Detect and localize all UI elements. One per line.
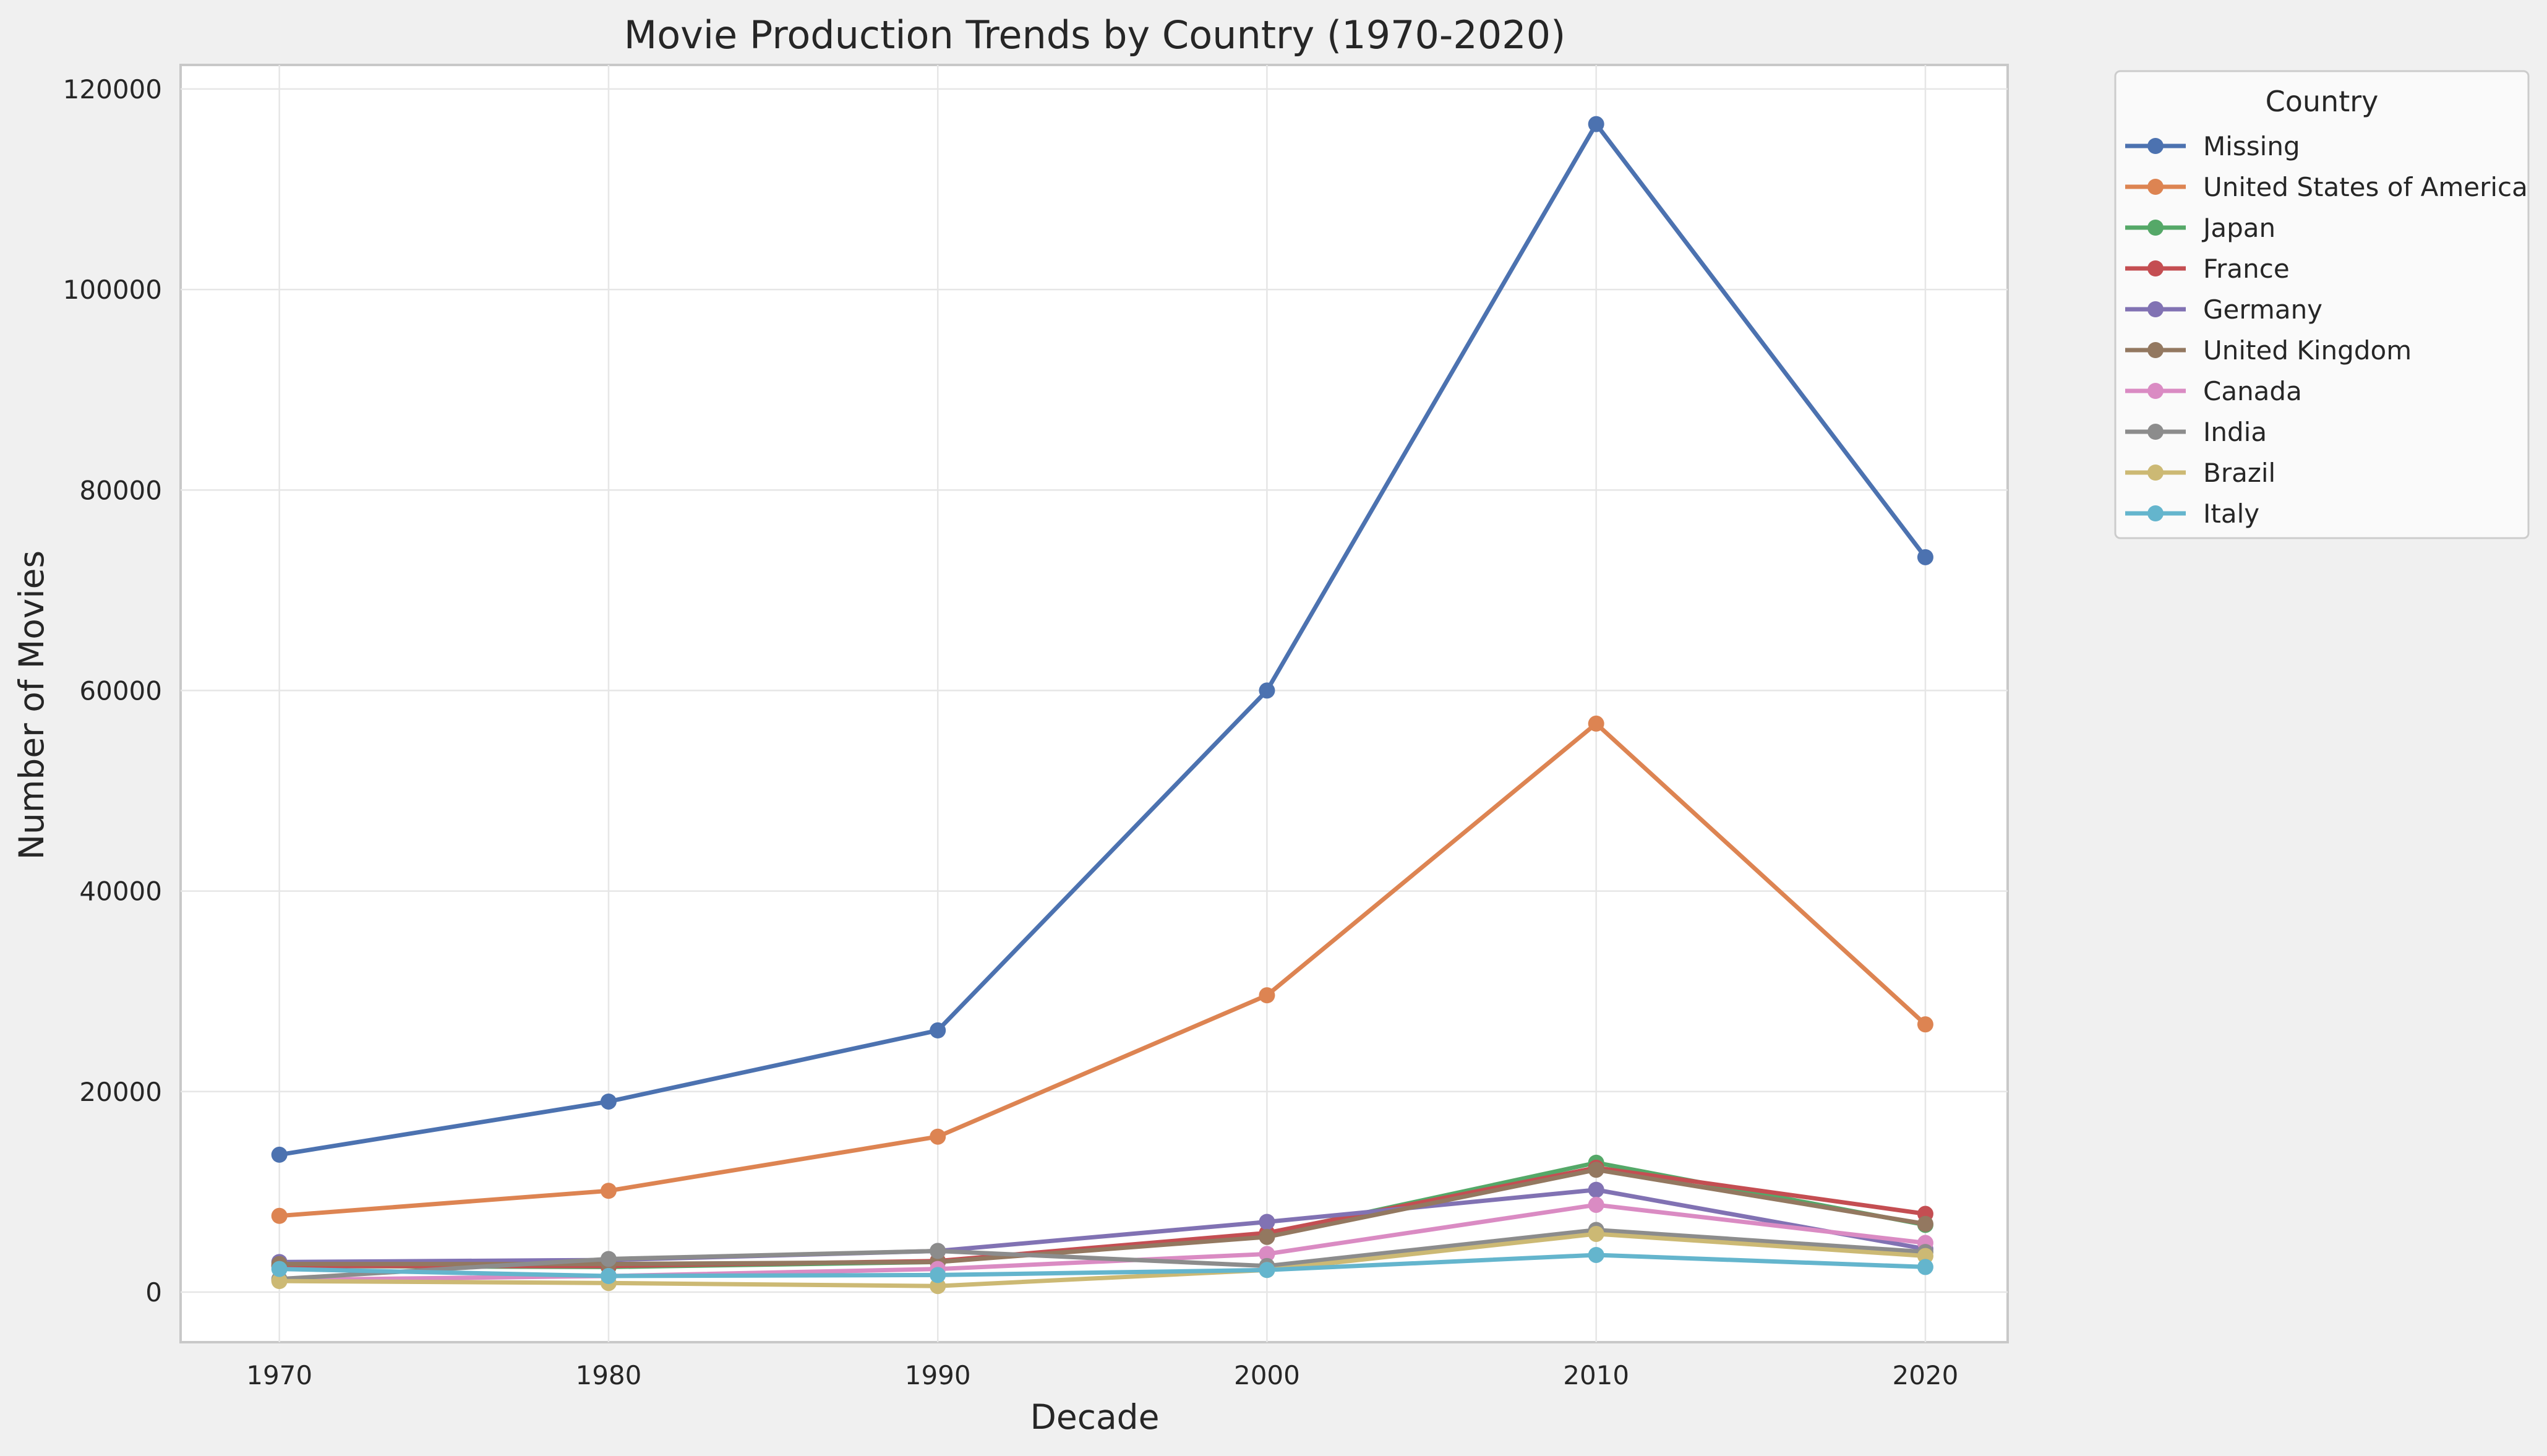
chart-title: Movie Production Trends by Country (1970… <box>624 12 1566 58</box>
legend-items: Missing United States of America Japan Fran… <box>2125 131 2528 529</box>
legend-label: Japan <box>2201 213 2275 243</box>
legend-item: Japan <box>2125 213 2275 243</box>
series-line <box>277 1227 1928 1282</box>
legend-item: France <box>2125 254 2290 284</box>
legend-swatch-marker <box>2147 220 2164 236</box>
legend-item: Brazil <box>2125 458 2275 488</box>
data-point <box>930 1267 946 1283</box>
legend-swatch-marker <box>2147 424 2164 440</box>
data-point <box>1259 1262 1275 1278</box>
legend-item: United Kingdom <box>2125 335 2412 366</box>
series-line <box>277 122 1928 1157</box>
data-point <box>1259 1214 1275 1230</box>
x-tick-label: 2020 <box>1892 1360 1958 1390</box>
legend-swatch-marker <box>2147 179 2164 195</box>
x-axis-label: Decade <box>1030 1397 1160 1437</box>
legend-label: Italy <box>2203 499 2259 529</box>
data-point <box>1917 549 1933 565</box>
legend-label: Brazil <box>2203 458 2275 488</box>
data-point <box>1588 1162 1604 1178</box>
series-line <box>277 721 1928 1218</box>
data-point <box>1259 1228 1275 1245</box>
x-tick-label: 2000 <box>1234 1360 1300 1390</box>
x-tick-label: 2010 <box>1563 1360 1629 1390</box>
data-point <box>600 1268 617 1285</box>
data-point <box>600 1093 617 1110</box>
data-point <box>600 1251 617 1267</box>
data-point <box>271 1146 288 1163</box>
legend-label: Canada <box>2203 376 2302 406</box>
y-tick-label: 0 <box>145 1277 162 1308</box>
y-tick-label: 60000 <box>79 675 162 706</box>
data-point <box>1259 987 1275 1004</box>
data-point <box>1917 1016 1933 1033</box>
legend-frame <box>2114 70 2530 539</box>
data-point <box>930 1128 946 1145</box>
grid <box>181 65 2008 1342</box>
data-point <box>1588 1181 1604 1198</box>
y-tick-label: 120000 <box>63 74 162 105</box>
y-axis-label: Number of Movies <box>12 550 51 860</box>
legend-label: France <box>2203 254 2290 284</box>
plot-area <box>179 64 2009 1343</box>
data-point <box>930 1243 946 1259</box>
y-tick-label: 80000 <box>79 475 162 505</box>
data-point <box>1588 1225 1604 1242</box>
legend-item: Missing <box>2125 131 2300 161</box>
data-point <box>1588 715 1604 732</box>
legend-swatch-marker <box>2147 505 2164 521</box>
legend-item: Italy <box>2125 499 2259 529</box>
y-tick-label: 40000 <box>79 876 162 907</box>
data-point <box>1588 1196 1604 1213</box>
data-point <box>1259 1246 1275 1262</box>
data-point <box>930 1022 946 1038</box>
legend-swatch-marker <box>2147 138 2164 154</box>
legend-item: United States of America <box>2125 172 2528 202</box>
data-point <box>1917 1248 1933 1264</box>
legend-item: India <box>2125 417 2267 447</box>
y-tick-label: 100000 <box>63 275 162 305</box>
legend-swatch-marker <box>2147 260 2164 276</box>
data-point <box>600 1183 617 1199</box>
data-point <box>271 1273 288 1290</box>
legend-swatch-marker <box>2147 342 2164 358</box>
data-point <box>930 1278 946 1295</box>
legend-label: Missing <box>2203 131 2300 161</box>
legend-swatch-marker <box>2147 465 2164 481</box>
data-point <box>271 1261 288 1277</box>
data-point <box>1917 1259 1933 1275</box>
series-lines <box>271 116 1933 1295</box>
data-point <box>1588 1246 1604 1263</box>
x-tick-label: 1970 <box>246 1360 312 1390</box>
data-point <box>271 1207 288 1224</box>
legend-label: United States of America <box>2203 172 2528 202</box>
legend-item: Germany <box>2125 294 2322 325</box>
legend-label: Germany <box>2203 294 2322 325</box>
legend: Country Missing United States of America J… <box>2114 70 2530 539</box>
series-united-states-of-america <box>271 715 1933 1224</box>
legend-title: Country <box>2266 85 2379 118</box>
series-line <box>277 1253 1928 1278</box>
legend-swatch-marker <box>2147 301 2164 317</box>
axis-ticks: 1970 1980 1990 2000 2010 2020 0 20000 40000 60000… <box>63 74 1959 1390</box>
x-tick-label: 1990 <box>905 1360 971 1390</box>
y-tick-label: 20000 <box>79 1077 162 1107</box>
data-point <box>1588 116 1604 132</box>
series-line <box>277 1231 1928 1288</box>
legend-swatch-marker <box>2147 383 2164 399</box>
x-tick-label: 1980 <box>575 1360 641 1390</box>
data-point <box>1259 682 1275 699</box>
legend-label: United Kingdom <box>2203 335 2412 366</box>
legend-item: Canada <box>2125 376 2302 406</box>
data-point <box>1917 1215 1933 1232</box>
legend-label: India <box>2203 417 2267 447</box>
series-missing <box>271 116 1933 1163</box>
series-italy <box>271 1246 1933 1285</box>
